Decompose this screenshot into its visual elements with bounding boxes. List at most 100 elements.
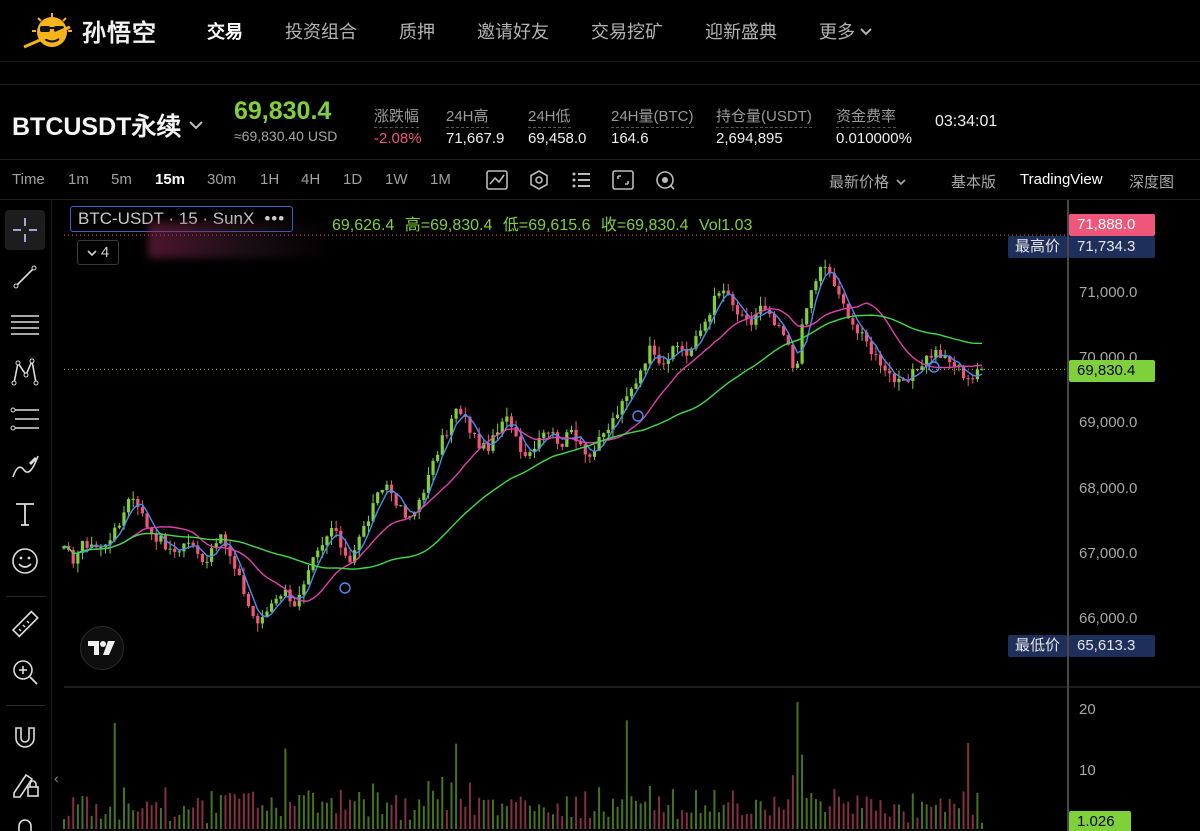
tf-4h[interactable]: 4H <box>301 171 321 188</box>
chevron-down-icon <box>87 249 97 256</box>
zoom-in-tool[interactable] <box>5 652 45 692</box>
view-depth[interactable]: 深度图 <box>1129 174 1175 191</box>
volume-bar <box>579 817 582 829</box>
pattern-tool[interactable] <box>5 352 45 392</box>
nav-staking[interactable]: 质押 <box>399 21 435 42</box>
tf-1w[interactable]: 1W <box>385 171 408 188</box>
stat-value: 0.010000% <box>836 130 912 147</box>
nav-invite[interactable]: 邀请好友 <box>477 21 549 42</box>
volume-bar <box>201 800 204 829</box>
candle <box>892 373 896 383</box>
settings-icon[interactable] <box>528 170 550 190</box>
view-basic[interactable]: 基本版 <box>951 174 997 191</box>
ruler-tool[interactable] <box>5 605 45 645</box>
nav-mining[interactable]: 交易挖矿 <box>591 21 663 42</box>
volume-bar <box>505 806 508 829</box>
volume-bar <box>828 806 831 829</box>
volume-bar <box>967 743 970 829</box>
nav-trade[interactable]: 交易 <box>207 21 243 42</box>
layout-icon[interactable] <box>570 170 592 190</box>
candle <box>136 498 140 508</box>
indicator-icon[interactable] <box>486 170 508 190</box>
fib-tool[interactable] <box>5 399 45 439</box>
volume-bar <box>570 817 573 829</box>
time-label[interactable]: Time <box>12 171 45 188</box>
tf-15m[interactable]: 15m <box>155 171 186 188</box>
indicator-toggle[interactable]: 4 <box>77 240 119 265</box>
emoji-tool[interactable] <box>5 541 45 581</box>
candle <box>509 416 514 427</box>
logo[interactable]: 孙悟空 <box>22 11 207 51</box>
candle <box>482 443 486 449</box>
price-chart[interactable] <box>53 200 1200 831</box>
candle <box>389 484 394 494</box>
volume-bar <box>551 814 554 829</box>
crosshair-tool[interactable] <box>5 210 45 250</box>
candle <box>380 489 384 493</box>
volume-bar <box>639 803 642 829</box>
price-type-dropdown[interactable]: 最新价格 <box>829 171 907 192</box>
tool-divider <box>6 596 46 597</box>
fullscreen-icon[interactable] <box>612 170 634 190</box>
candle <box>173 548 177 552</box>
candle <box>150 527 154 534</box>
lock-tool[interactable] <box>5 811 45 831</box>
volume-bar <box>178 815 181 829</box>
candle <box>496 432 500 436</box>
volume-bar <box>644 801 647 829</box>
lock-edit-icon <box>13 773 39 798</box>
signal-marker <box>928 361 940 373</box>
candle <box>514 426 518 437</box>
nav-welcome-event[interactable]: 迎新盛典 <box>705 21 777 42</box>
tf-1d[interactable]: 1D <box>343 171 363 188</box>
volume-bar <box>805 798 808 829</box>
candle <box>186 542 191 544</box>
tf-1m[interactable]: 1m <box>68 171 89 188</box>
volume-bar <box>796 701 799 829</box>
candle <box>426 474 431 493</box>
candle <box>399 505 403 507</box>
volume-bar <box>182 806 185 829</box>
volume-bar <box>925 804 928 829</box>
text-tool[interactable] <box>5 494 45 534</box>
candle <box>555 432 560 444</box>
volume-bar <box>884 813 887 829</box>
brush-tool[interactable] <box>5 446 45 486</box>
tf-30m[interactable]: 30m <box>207 171 237 188</box>
candle <box>329 527 334 537</box>
volume-bar <box>192 807 195 829</box>
tradingview-logo[interactable] <box>80 626 124 670</box>
tf-5m[interactable]: 5m <box>111 171 132 188</box>
volume-bar <box>468 782 471 829</box>
ohlc-low: 69,615.6 <box>528 217 591 234</box>
nav-portfolio[interactable]: 投资组合 <box>285 21 357 42</box>
nav-more[interactable]: 更多 <box>819 18 873 44</box>
symbol-selector[interactable]: BTCUSDT永续 <box>12 107 205 143</box>
volume-bar <box>861 807 864 829</box>
magnet-tool[interactable] <box>5 717 45 757</box>
volume-bar <box>528 805 531 829</box>
horizontal-lines-tool[interactable] <box>5 304 45 344</box>
trend-line-tool[interactable] <box>5 257 45 297</box>
trend-line-icon <box>13 265 37 289</box>
volume-bar <box>759 801 762 829</box>
volume-bar <box>395 794 398 829</box>
volume-bar <box>704 805 707 829</box>
view-tradingview[interactable]: TradingView <box>1020 171 1103 188</box>
volume-bar <box>787 799 790 829</box>
collapse-toolbar-icon[interactable]: ‹ <box>54 770 59 786</box>
candle <box>643 363 647 371</box>
lock-edit-tool[interactable] <box>5 764 45 804</box>
candle <box>611 418 615 430</box>
snapshot-icon[interactable] <box>654 170 676 190</box>
volume-bar <box>81 796 84 829</box>
candle <box>228 546 232 557</box>
tf-1h[interactable]: 1H <box>260 171 280 188</box>
volume-bar <box>662 812 665 829</box>
volume-bar <box>718 812 721 829</box>
tf-1mo[interactable]: 1M <box>430 171 451 188</box>
volume-bar <box>722 804 725 829</box>
volume-bar <box>478 797 481 829</box>
volume-bar <box>487 799 490 829</box>
volume-bar <box>676 818 679 829</box>
